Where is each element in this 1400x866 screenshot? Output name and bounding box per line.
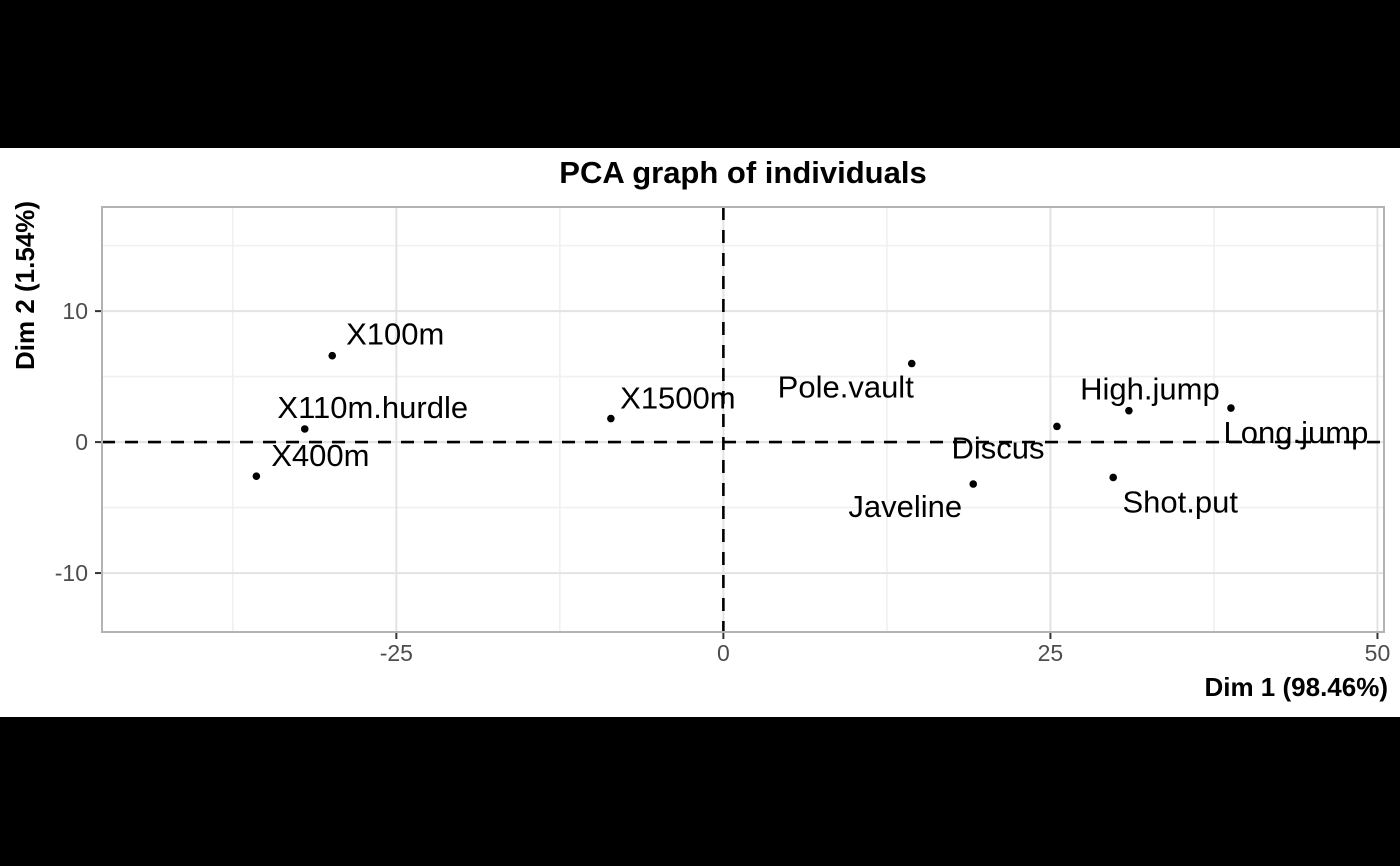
- plot-title: PCA graph of individuals: [559, 155, 927, 190]
- y-tick-label: 0: [75, 429, 88, 455]
- x-tick-label: 25: [1038, 640, 1064, 666]
- x-tick-label: 50: [1365, 640, 1391, 666]
- point-label: Long.jump: [1224, 415, 1369, 450]
- point-label: High.jump: [1080, 372, 1220, 407]
- panel-border: [101, 206, 1385, 633]
- data-point: [907, 359, 916, 368]
- pca-scatter-chart: -25 0 25 50 -10 0 10 X100m X110m.hurdle X400m X150…: [0, 148, 1400, 717]
- data-point: [1227, 404, 1235, 412]
- data-point: [300, 425, 309, 433]
- data-point: [328, 351, 337, 360]
- data-point: [1109, 473, 1118, 482]
- y-tick-label: -10: [55, 560, 88, 586]
- point-label: Javeline: [848, 489, 962, 524]
- letterbox-top: [0, 0, 1400, 148]
- point-label: X1500m: [620, 381, 735, 416]
- point-label: X400m: [271, 438, 369, 473]
- point-label: Pole.vault: [778, 370, 915, 405]
- y-tick-label: 10: [62, 298, 88, 324]
- data-point: [1125, 406, 1133, 415]
- y-axis-title: Dim 2 (1.54%): [10, 200, 40, 370]
- point-label: X100m: [346, 317, 444, 352]
- plot-canvas: -25 0 25 50 -10 0 10 X100m X110m.hurdle X400m X150…: [55, 206, 1391, 666]
- x-tick-label: -25: [380, 640, 413, 666]
- x-tick-label: 0: [717, 640, 730, 666]
- data-point: [252, 472, 261, 480]
- data-point: [1053, 422, 1061, 431]
- data-point: [969, 480, 978, 488]
- x-axis-title: Dim 1 (98.46%): [1204, 672, 1388, 702]
- point-label: X110m.hurdle: [277, 390, 468, 425]
- point-label: Discus: [951, 430, 1044, 465]
- point-label: Shot.put: [1122, 484, 1238, 519]
- data-point: [607, 414, 615, 423]
- letterbox-bottom: [0, 717, 1400, 866]
